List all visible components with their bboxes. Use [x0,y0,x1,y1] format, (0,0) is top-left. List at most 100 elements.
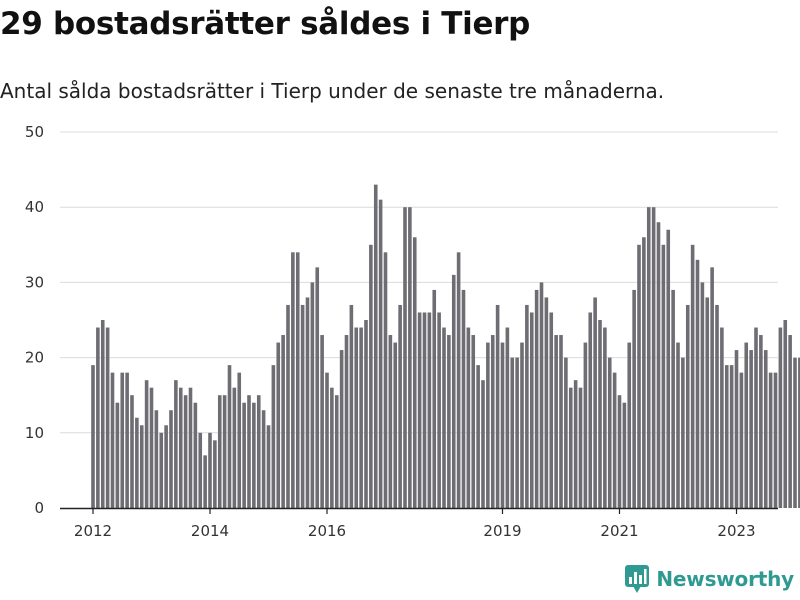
bar [451,274,456,508]
bar [169,410,173,508]
bar [676,342,680,508]
bar [627,342,632,508]
bar [773,372,778,508]
y-tick-label: 10 [25,424,44,442]
bar [690,244,695,509]
bar [193,402,198,508]
bar [461,289,466,508]
bar [334,395,339,508]
bar [529,312,534,508]
bar [154,410,159,508]
bar [476,365,480,508]
bar [339,350,344,508]
bar [534,289,539,508]
bar [646,207,651,508]
bar [656,222,661,509]
bar [607,357,612,508]
bar [456,252,461,508]
bar [276,342,281,508]
x-tick-label: 2021 [600,522,638,540]
bar [734,350,739,508]
bar [105,327,110,508]
bar [603,327,607,508]
bar [729,365,734,508]
bar [232,387,237,508]
bar [242,402,246,508]
bar [300,304,305,508]
bar [178,387,183,508]
bar [281,335,285,508]
bar [763,350,768,508]
bar [373,184,378,508]
bar [554,335,558,508]
bar [568,387,573,508]
bar [661,244,666,509]
bar [559,335,563,508]
bar [427,312,432,508]
bar [130,395,134,508]
y-tick-label: 30 [25,273,44,291]
bar [198,432,203,508]
bar [442,327,446,508]
bar [252,402,256,508]
bar [612,372,617,508]
bar [383,252,388,508]
bar [583,342,588,508]
bar [500,342,505,508]
bar [271,365,276,508]
bar [685,304,690,508]
bar [100,320,105,508]
bar [671,289,675,508]
bar [793,357,797,508]
bar [642,237,646,508]
bar [408,207,412,508]
bar [286,304,290,508]
y-axis-tick-labels: 0 10 20 30 40 50 [25,123,44,517]
bar [588,312,593,508]
bar [490,335,495,508]
bar [525,304,529,508]
bar [388,335,393,508]
bar [164,425,168,508]
bar [617,395,622,508]
bar [681,357,685,508]
bar [739,372,744,508]
bar [135,417,139,508]
bar [91,365,95,508]
bar [447,335,451,508]
bar [369,244,373,509]
bar [364,320,368,508]
bar [510,357,515,508]
x-tick-label: 2016 [308,522,346,540]
chart-title: 29 bostadsrätter såldes i Tierp [0,6,531,42]
bar [422,312,427,508]
bars [91,184,800,509]
bar [393,342,398,508]
bar [320,335,324,508]
y-tick-label: 20 [25,349,44,367]
bar [573,380,578,508]
bar [398,304,402,508]
bar [266,425,271,508]
bar [798,357,800,508]
bar [359,327,363,508]
bar [637,244,641,509]
bar [149,387,154,508]
bar [208,432,212,508]
bar [724,365,729,508]
bar [217,395,222,508]
bar [305,297,310,508]
bar [783,320,788,508]
bar [481,380,485,508]
bar [700,282,705,508]
bar [768,372,773,508]
bar [227,365,232,508]
bar [544,297,549,508]
bar [222,395,227,508]
bar [174,380,178,508]
bar-chart-pin-icon [625,565,650,593]
bar [417,312,422,508]
bar [564,357,568,508]
bar [695,259,700,508]
